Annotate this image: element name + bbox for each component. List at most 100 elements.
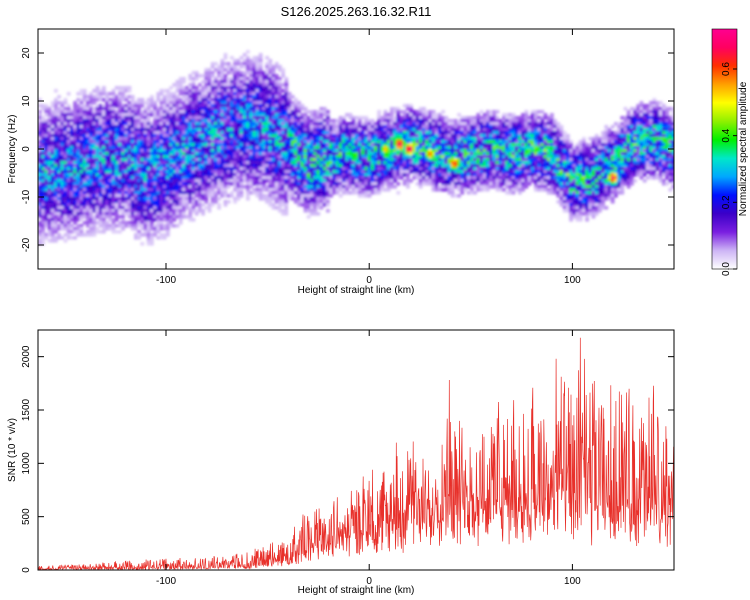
spectrogram-cell	[47, 173, 52, 177]
spectrogram-cell	[76, 230, 81, 234]
spectrogram-cell	[156, 158, 161, 162]
spectrogram-cell	[50, 137, 55, 141]
spectrogram-cell	[310, 209, 314, 213]
spectrogram-cell	[175, 134, 180, 138]
spectrogram-cell	[265, 155, 269, 159]
spectrogram-cell	[60, 218, 65, 222]
spectrogram-cell	[297, 185, 301, 189]
spectrogram-cell	[255, 158, 260, 162]
spectrogram-cell	[159, 134, 164, 138]
spectrogram-cell	[393, 116, 397, 120]
spectrogram-cell	[50, 101, 55, 105]
spectrogram-cell	[198, 203, 202, 207]
spectrogram-cell	[367, 146, 372, 150]
spectrogram-cell	[191, 218, 196, 222]
spectrogram-cell	[454, 146, 458, 150]
spectrogram-cell	[326, 191, 330, 195]
spectrogram-cell	[313, 122, 317, 126]
spectrogram-cell	[217, 155, 221, 159]
spectrogram-cell	[303, 128, 308, 132]
spectrogram-cell	[57, 146, 61, 150]
spectrogram-cell	[191, 77, 196, 81]
spectrogram-cell	[175, 185, 180, 189]
spectrogram-cell	[290, 197, 295, 201]
spectrogram-cell	[98, 149, 103, 153]
spectrogram-cell	[348, 158, 353, 162]
spectrogram-cell	[348, 167, 353, 171]
spectrogram-cell	[143, 212, 148, 216]
spectrogram-cell	[210, 80, 215, 84]
spectrogram-cell	[89, 107, 93, 111]
spectrogram-cell	[76, 128, 81, 132]
spectrogram-cell	[450, 122, 455, 126]
spectrogram-cell	[393, 110, 397, 114]
spectrogram-cell	[319, 152, 324, 156]
spectrogram-cell	[182, 194, 186, 198]
spectrogram-cell	[98, 131, 103, 135]
spectrogram-cell	[214, 137, 218, 141]
spectrogram-cell	[54, 125, 58, 129]
spectrogram-cell	[255, 113, 260, 117]
spectrogram-cell	[242, 89, 247, 93]
spectrogram-cell	[121, 125, 125, 129]
spectrogram-cell	[172, 161, 177, 165]
spectrogram-cell	[185, 185, 189, 189]
spectrogram-cell	[252, 68, 257, 72]
spectrogram-cell	[127, 158, 132, 162]
spectrogram-cell	[249, 173, 253, 177]
spectrogram-cell	[204, 152, 209, 156]
spectrogram-cell	[278, 179, 282, 183]
spectrogram-cell	[50, 185, 55, 189]
spectrogram-cell	[98, 161, 103, 165]
spectrogram-cell	[262, 152, 266, 156]
spectrogram-cell	[92, 176, 97, 180]
spectrogram-cell	[153, 206, 157, 210]
spectrogram-cell	[399, 158, 404, 162]
spectrogram-cell	[38, 128, 42, 132]
spectrogram-cell	[169, 221, 173, 225]
spectrogram-cell	[178, 188, 183, 192]
spectrogram-cell	[271, 80, 276, 84]
spectrogram-cell	[92, 107, 97, 111]
spectrogram-cell	[66, 149, 71, 153]
spectrogram-cell	[63, 137, 68, 141]
spectrogram-cell	[406, 152, 410, 156]
spectrogram-cell	[265, 173, 269, 177]
spectrogram-cell	[185, 110, 189, 114]
spectrogram-cell	[60, 212, 65, 216]
spectrogram-cell	[118, 209, 122, 213]
spectrogram-cell	[201, 164, 205, 168]
spectrogram-cell	[242, 140, 247, 144]
spectrogram-cell	[271, 173, 276, 177]
spectrogram-cell	[204, 194, 209, 198]
spectrogram-cell	[294, 98, 298, 102]
spectrogram-cell	[82, 92, 87, 96]
spectrogram-cell	[377, 125, 381, 129]
spectrogram-cell	[111, 95, 116, 99]
spectrogram-cell	[249, 152, 253, 156]
spectrogram-cell	[284, 77, 289, 81]
spectrogram-cell	[428, 164, 433, 168]
spectrogram-cell	[178, 92, 183, 96]
spectrogram-cell	[358, 167, 362, 171]
spectrogram-cell	[118, 104, 122, 108]
spectrogram-cell	[242, 185, 247, 189]
spectrogram-cell	[313, 149, 317, 153]
spectrogram-cell	[358, 119, 362, 123]
spectrogram-cell	[220, 164, 225, 168]
spectrogram-cell	[246, 116, 250, 120]
spectrogram-cell	[159, 197, 164, 201]
spectrogram-cell	[121, 224, 125, 228]
spectrogram-cell	[246, 188, 250, 192]
spectrogram-cell	[226, 173, 231, 177]
spectrogram-cell	[111, 128, 116, 132]
spectrogram-cell	[98, 92, 103, 96]
spectrogram-cell	[252, 164, 257, 168]
spectrogram-cell	[415, 140, 420, 144]
spectrogram-cell	[169, 86, 173, 90]
spectrogram-cell	[57, 155, 61, 159]
spectrogram-cell	[284, 194, 289, 198]
spectrogram-cell	[70, 164, 74, 168]
spectrogram-cell	[239, 65, 244, 69]
spectrogram-cell	[50, 116, 55, 120]
